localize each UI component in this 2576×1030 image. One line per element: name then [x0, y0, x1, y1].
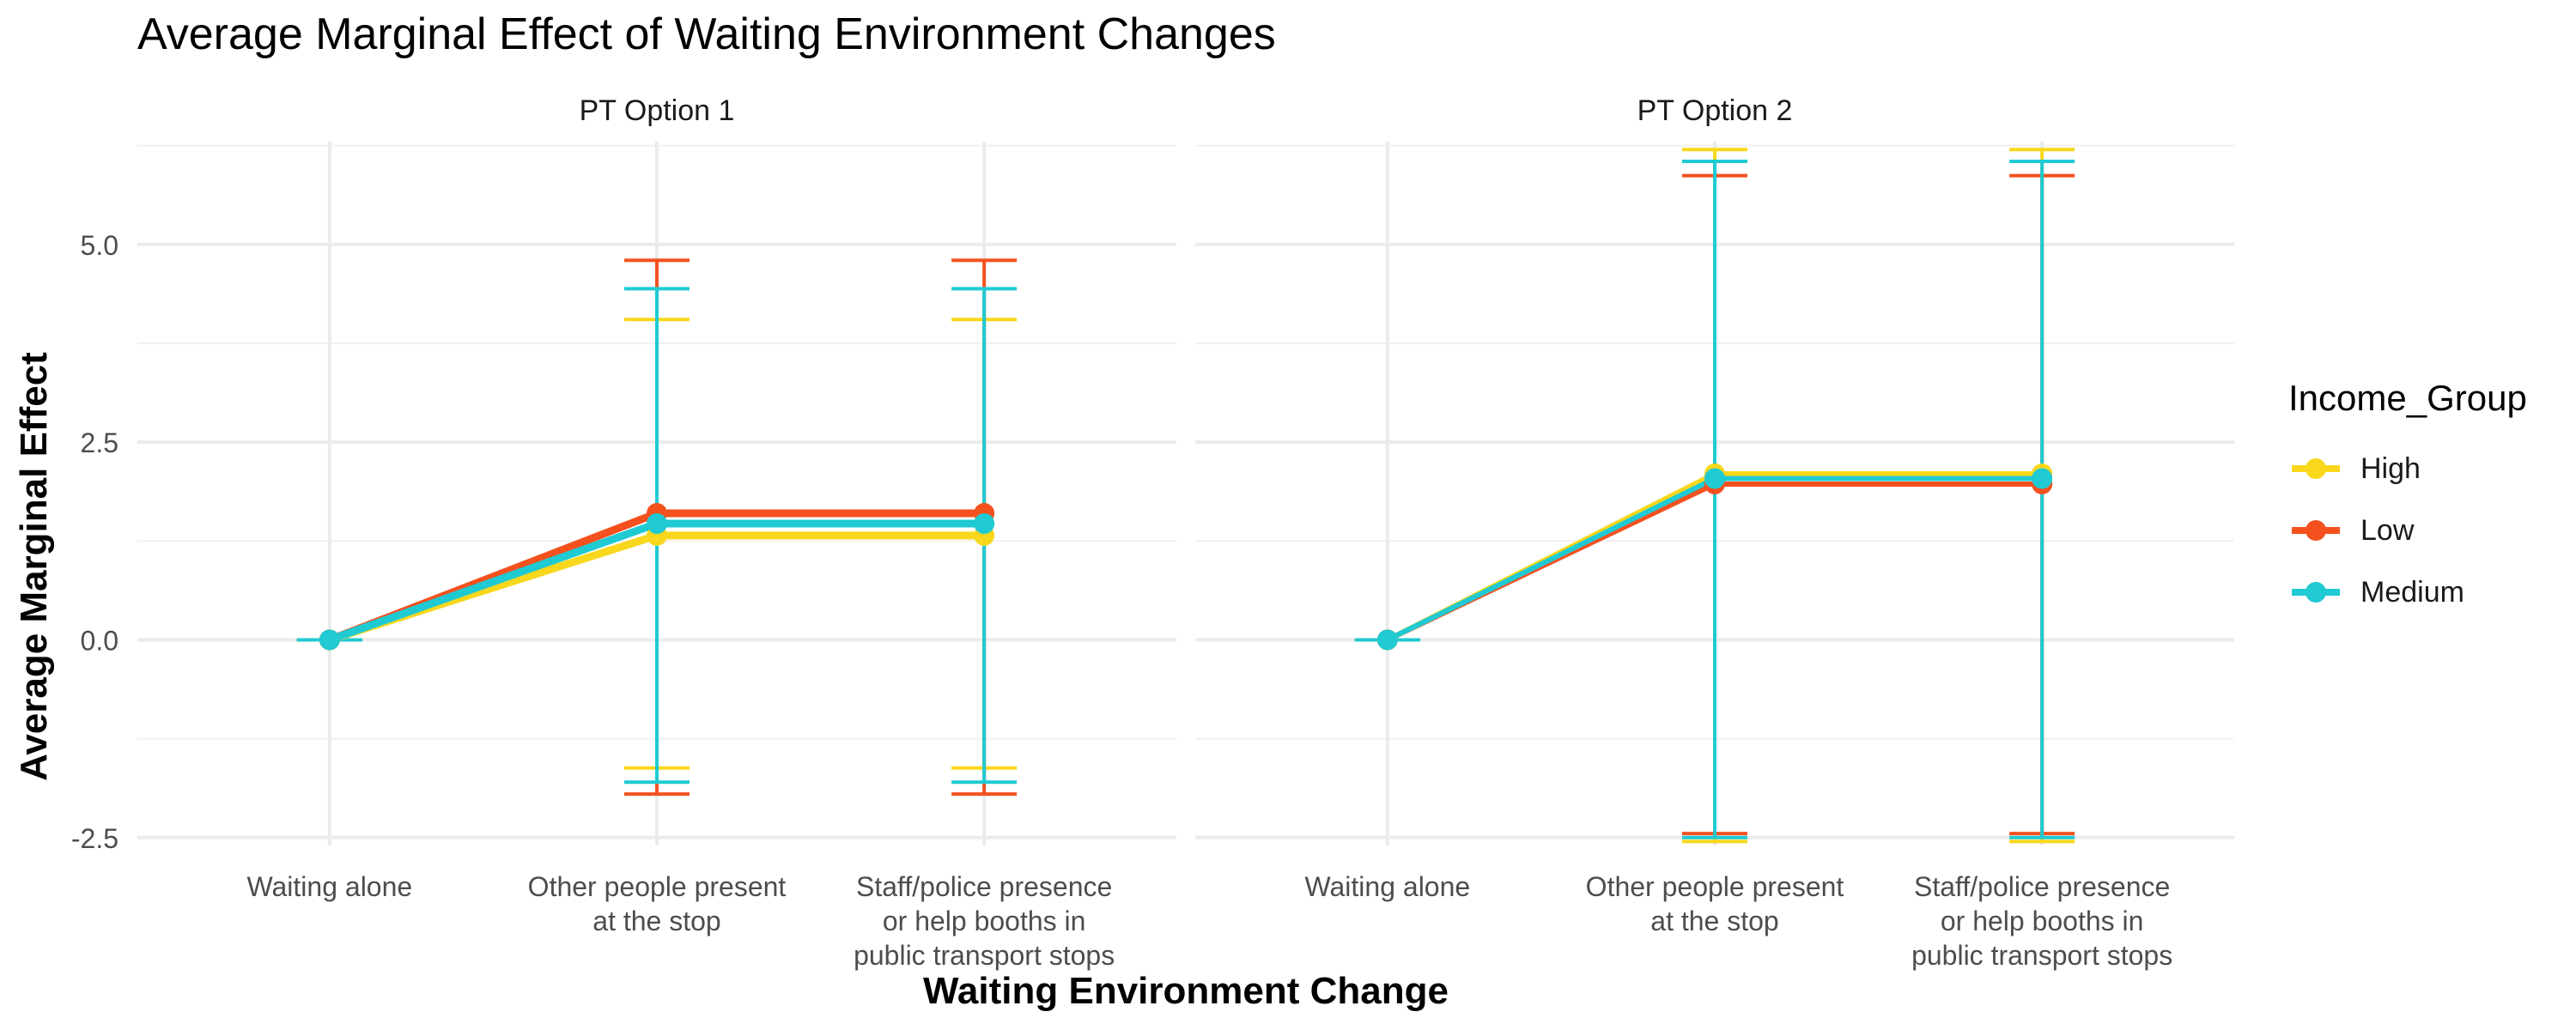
- panel-strip-label: PT Option 2: [1637, 94, 1793, 127]
- x-tick-label: Waiting alone: [1304, 871, 1470, 902]
- x-tick-label: Other people present at the stop: [528, 871, 787, 936]
- data-point-medium: [1704, 468, 1725, 489]
- legend-label: High: [2360, 451, 2421, 485]
- x-axis-label: Waiting Environment Change: [923, 970, 1449, 1012]
- legend-label: Low: [2360, 513, 2415, 547]
- panel-strip-label: PT Option 1: [579, 94, 735, 127]
- x-tick-label: Staff/police presence or help booths in pu…: [1911, 871, 2172, 971]
- y-tick-label: -2.5: [71, 823, 118, 854]
- legend-key-medium: [2288, 575, 2343, 609]
- legend-item-high: High: [2288, 438, 2527, 500]
- legend-key-high: [2288, 451, 2343, 486]
- data-point-medium: [319, 629, 340, 651]
- x-tick-label: Other people present at the stop: [1586, 871, 1844, 936]
- x-tick-label: Waiting alone: [246, 871, 412, 902]
- data-point-medium: [1376, 629, 1398, 651]
- x-tick-label: Staff/police presence or help booths in pu…: [854, 871, 1115, 971]
- y-tick-label: 5.0: [81, 230, 118, 261]
- legend: Income_Group High Low Medium: [2288, 378, 2527, 623]
- legend-title: Income_Group: [2288, 378, 2527, 418]
- y-tick-label: 2.5: [81, 427, 118, 458]
- legend-item-medium: Medium: [2288, 561, 2527, 623]
- data-point-medium: [2032, 468, 2053, 489]
- legend-label: Medium: [2360, 575, 2464, 609]
- chart-title: Average Marginal Effect of Waiting Envir…: [137, 9, 1276, 59]
- y-tick-label: 0.0: [81, 625, 118, 656]
- legend-item-low: Low: [2288, 500, 2527, 561]
- data-point-medium: [974, 513, 995, 535]
- data-point-medium: [647, 513, 667, 535]
- legend-key-low: [2288, 513, 2343, 548]
